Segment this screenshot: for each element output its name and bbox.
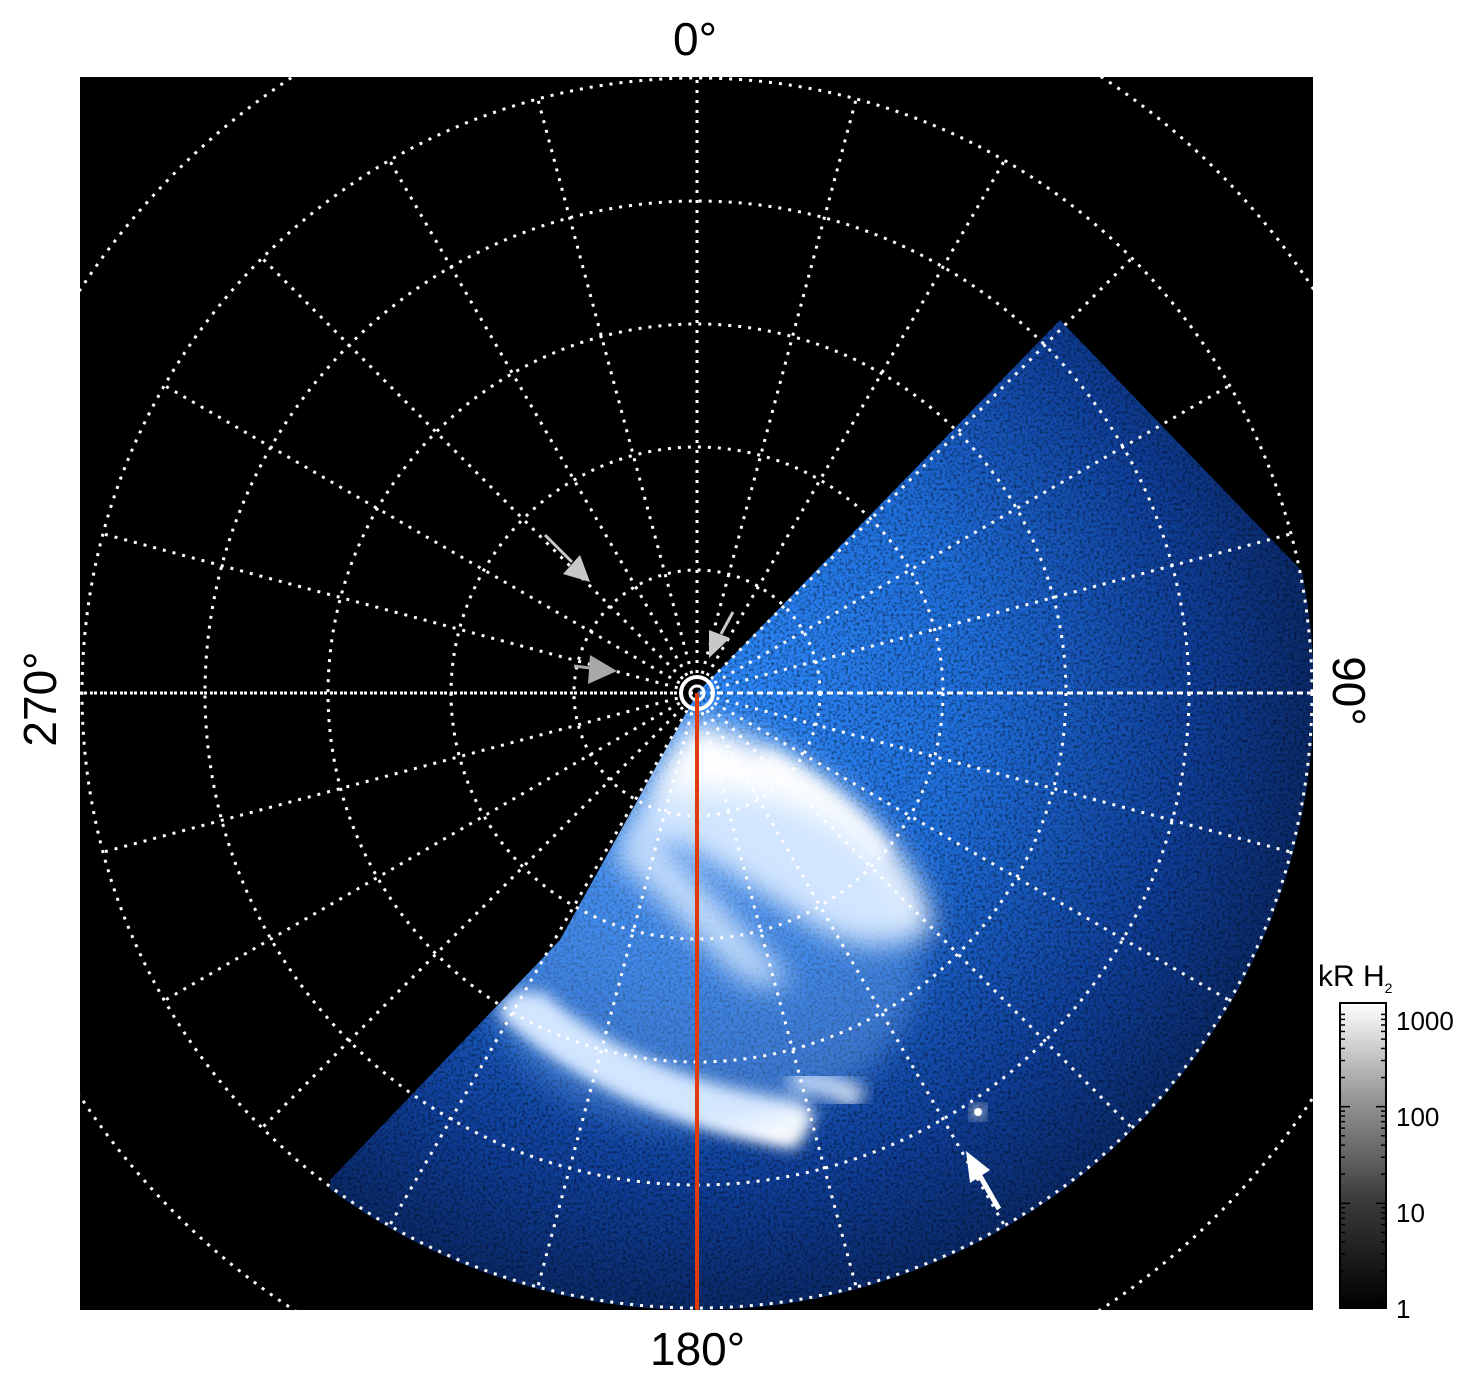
label-right-90deg: 90° — [1323, 656, 1375, 726]
arrow-center — [709, 611, 735, 658]
colorbar — [1339, 1002, 1387, 1309]
colorbar-tick-100: 100 — [1396, 1102, 1440, 1132]
colorbar-tick-10: 10 — [1396, 1198, 1425, 1228]
arrow-upper-left — [543, 533, 590, 582]
colorbar-title-sub: 2 — [1384, 980, 1393, 996]
latitude-circle — [326, 322, 1068, 1064]
arrow-left-center — [573, 655, 617, 684]
label-bottom-180deg: 180° — [650, 1323, 746, 1375]
label-top-0deg: 0° — [673, 13, 717, 65]
label-left-270deg: 270° — [14, 651, 66, 747]
arrow-lower-right — [966, 1151, 1002, 1211]
colorbar-title: kR H2 — [1318, 960, 1393, 996]
colorbar-tick-1000: 1000 — [1396, 1006, 1454, 1036]
colorbar-title-main: kR H — [1318, 960, 1385, 993]
colorbar-tick-1: 1 — [1396, 1294, 1411, 1324]
